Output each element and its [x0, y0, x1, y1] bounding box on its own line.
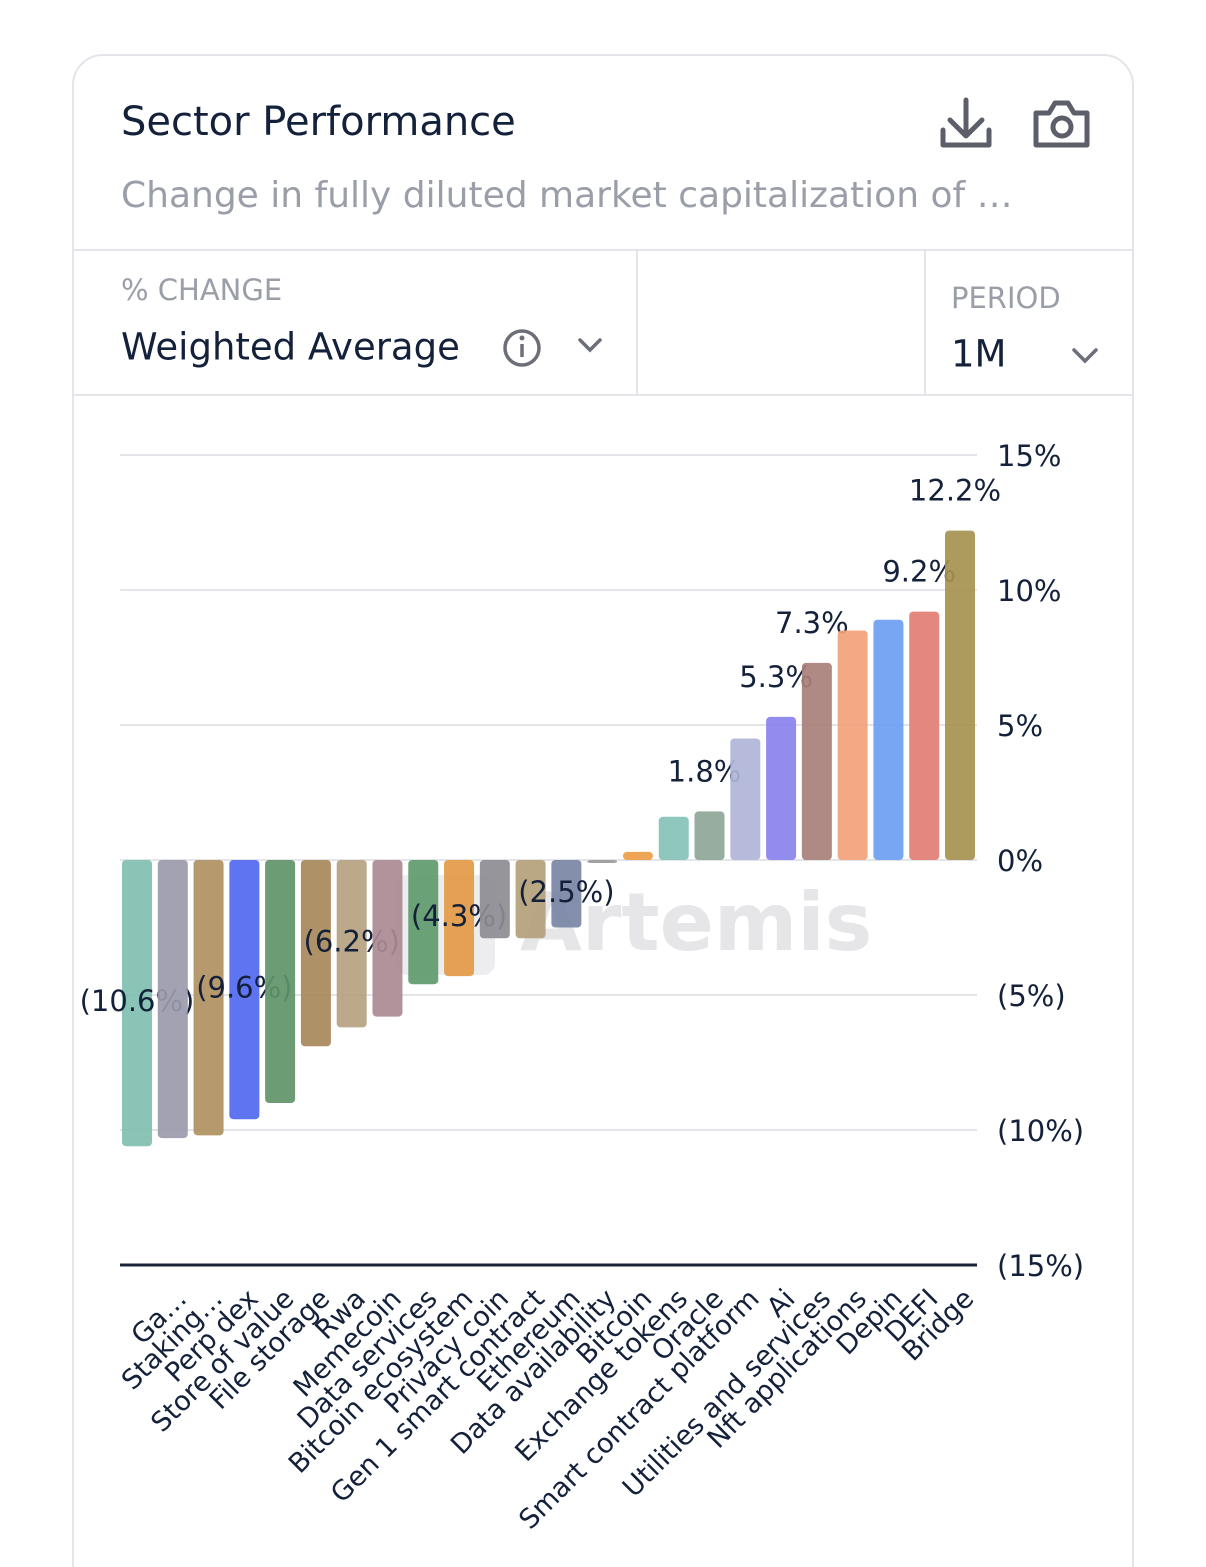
y-tick-label: (15%)	[997, 1249, 1084, 1283]
metric-value: Weighted Average	[121, 326, 460, 369]
y-tick-label: 10%	[997, 574, 1061, 608]
metric-label: % CHANGE	[121, 273, 282, 307]
bar	[229, 860, 260, 1120]
card	[72, 54, 1134, 1567]
bar	[837, 630, 868, 860]
bar	[265, 860, 296, 1103]
data-label: 12.2%	[909, 474, 1001, 508]
data-label: 7.3%	[775, 606, 849, 640]
bar	[336, 860, 367, 1028]
bar	[587, 860, 618, 863]
period-dropdown[interactable]: PERIOD 1M	[951, 281, 1098, 376]
data-label: 5.3%	[739, 660, 813, 694]
data-label: 9.2%	[882, 555, 956, 589]
chevron	[1072, 348, 1098, 364]
bar	[122, 860, 152, 1147]
y-tick-label: 0%	[997, 844, 1043, 878]
bar	[551, 860, 582, 928]
bar	[193, 860, 224, 1136]
y-tick-label: 15%	[997, 439, 1061, 473]
bar	[694, 811, 725, 860]
bar	[658, 816, 689, 860]
bar	[909, 611, 940, 860]
bar	[479, 860, 510, 939]
subtitle: Change in fully diluted market capitaliz…	[121, 175, 1013, 216]
data-label: (2.5%)	[518, 875, 614, 909]
y-tick-label: 5%	[997, 709, 1043, 743]
bar	[945, 530, 975, 860]
bar	[444, 860, 475, 977]
download-button[interactable]	[940, 97, 992, 148]
bar	[300, 860, 331, 1047]
camera-button[interactable]	[1033, 100, 1090, 148]
bar	[766, 716, 797, 860]
info-icon	[503, 329, 541, 367]
bar	[801, 662, 832, 860]
bar	[408, 860, 439, 985]
bar	[730, 738, 761, 860]
y-tick-label: (5%)	[997, 979, 1066, 1013]
period-label: PERIOD	[951, 281, 1061, 315]
bar	[873, 619, 904, 860]
chevron	[578, 338, 602, 353]
bar	[157, 860, 188, 1139]
bar	[372, 860, 403, 1017]
data-label: 1.8%	[668, 754, 742, 788]
metric-dropdown[interactable]: % CHANGE Weighted Average	[121, 273, 602, 369]
title: Sector Performance	[121, 99, 516, 145]
period-value: 1M	[951, 333, 1006, 376]
bar	[515, 860, 546, 939]
y-tick-label: (10%)	[997, 1114, 1084, 1148]
bar	[622, 851, 653, 860]
info-icon	[519, 335, 525, 341]
